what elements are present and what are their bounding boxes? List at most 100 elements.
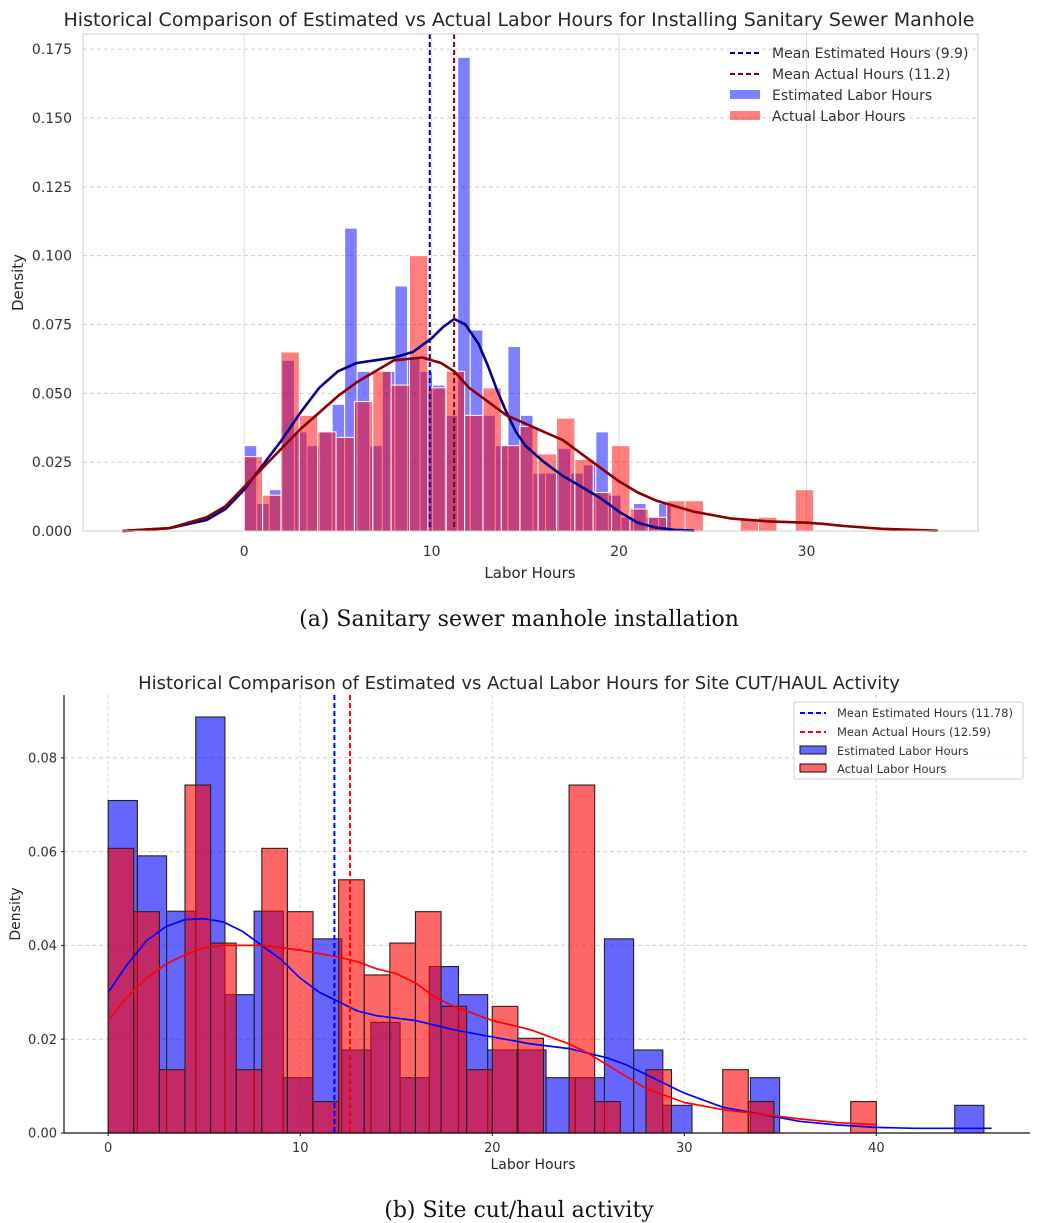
figure-caption: (b) Site cut/haul activity (384, 1198, 654, 1223)
x-tick-label: 10 (292, 1141, 309, 1156)
legend-label: Actual Labor Hours (772, 109, 905, 125)
legend-label: Mean Estimated Hours (9.9) (772, 46, 968, 62)
legend-item: Mean Actual Hours (11.2) (730, 67, 950, 83)
estimated-kde-line (107, 917, 992, 1130)
plot-frame (82, 33, 979, 532)
actual-bar (568, 784, 596, 1134)
legend-item: Actual Labor Hours (730, 109, 905, 125)
y-tick-label: 0.075 (32, 318, 72, 334)
actual-bar (611, 445, 631, 532)
y-tick-label: 0.125 (32, 180, 72, 196)
actual-bar (184, 784, 212, 1134)
estimated-bar (603, 938, 635, 1134)
actual-bar (464, 414, 484, 532)
actual-bar (500, 445, 521, 532)
legend-item: Mean Actual Hours (12.59) (800, 725, 991, 739)
actual-bar (353, 401, 374, 532)
y-axis-label: Density (8, 887, 24, 940)
x-tick-label: 10 (423, 544, 441, 560)
actual-bar (372, 370, 392, 532)
y-tick-label: 0.000 (32, 524, 72, 540)
actual-bar (794, 489, 815, 532)
actual-bar (389, 942, 416, 1134)
legend-label: Mean Actual Hours (12.59) (837, 725, 991, 739)
x-axis-label: Labor Hours (490, 1157, 575, 1173)
legend-actual-bars-swatch (730, 111, 760, 120)
actual-kde-line (122, 356, 938, 533)
y-tick-label: 0.050 (32, 386, 72, 402)
legend-label: Mean Estimated Hours (11.78) (837, 706, 1013, 720)
actual-bar (409, 255, 429, 532)
legend-label: Mean Actual Hours (11.2) (772, 67, 950, 83)
legend-item: Mean Estimated Hours (9.9) (730, 46, 968, 62)
x-tick-label: 0 (104, 1141, 112, 1156)
legend-label: Actual Labor Hours (837, 762, 947, 776)
actual-bar (414, 911, 442, 1134)
actual-bar (645, 1069, 673, 1134)
legend-item: Actual Labor Hours (799, 762, 947, 776)
actual-bar (466, 1069, 493, 1134)
chart-title: Historical Comparison of Estimated vs Ac… (138, 673, 900, 694)
actual-bar (574, 458, 594, 532)
actual-bar (517, 1037, 545, 1134)
legend-label: Estimated Labor Hours (772, 88, 932, 104)
actual-bar (758, 516, 778, 532)
actual-bar (335, 436, 355, 532)
x-tick-label: 30 (676, 1141, 693, 1156)
actual-bar (210, 942, 237, 1134)
actual-bar (390, 384, 411, 532)
x-tick-label: 20 (484, 1141, 501, 1156)
actual-bar (440, 1005, 468, 1134)
actual-bar (286, 911, 314, 1134)
actual-bar (445, 370, 466, 532)
y-tick-label: 0.06 (28, 845, 57, 860)
legend-box (793, 701, 1024, 780)
estimated-kde-line (122, 317, 695, 533)
y-tick-label: 0.100 (32, 249, 72, 265)
x-tick-label: 20 (610, 544, 628, 560)
y-axis-label: Density (9, 254, 27, 311)
actual-bar (107, 847, 135, 1134)
actual-kde-line (107, 944, 877, 1126)
actual-bar (338, 879, 365, 1134)
x-tick-label: 40 (868, 1141, 885, 1156)
actual-bar (747, 1101, 775, 1134)
actual-bar (262, 494, 282, 532)
actual-bar (491, 1005, 519, 1134)
actual-bar (317, 431, 337, 532)
chart-title: Historical Comparison of Estimated vs Ac… (64, 9, 975, 31)
actual-bar (298, 414, 319, 532)
actual-bar (850, 1101, 877, 1134)
actual-bar (133, 911, 160, 1134)
legend: Mean Estimated Hours (11.78) Mean Actual … (793, 701, 1024, 780)
legend-estimated-bars-swatch (730, 90, 760, 99)
actual-bar (363, 974, 391, 1134)
chart-b-site-cut-haul: Historical Comparison of Estimated vs Ac… (8, 673, 1030, 1223)
y-tick-label: 0.08 (28, 752, 57, 767)
legend-item: Mean Estimated Hours (11.78) (800, 706, 1013, 720)
y-tick-label: 0.02 (28, 1033, 57, 1048)
actual-bar (594, 1101, 621, 1134)
actual-bar (235, 1069, 263, 1134)
legend-actual-bars-swatch (799, 763, 827, 773)
y-tick-label: 0.04 (28, 939, 57, 954)
y-tick-label: 0.025 (32, 455, 72, 471)
legend-item: Estimated Labor Hours (799, 744, 969, 758)
x-axis-label: Labor Hours (484, 564, 575, 582)
actual-bars (107, 784, 877, 1134)
y-tick-label: 0.175 (32, 42, 72, 58)
legend-item: Estimated Labor Hours (730, 88, 932, 104)
actual-bar (158, 1069, 186, 1134)
x-tick-label: 30 (798, 544, 816, 560)
chart-a-sanitary-sewer-manhole: Historical Comparison of Estimated vs Ac… (9, 9, 979, 632)
actual-bar (722, 1069, 749, 1134)
legend: Mean Estimated Hours (9.9) Mean Actual Ho… (730, 46, 968, 125)
figure-caption: (a) Sanitary sewer manhole installation (299, 607, 739, 632)
x-tick-label: 0 (240, 544, 249, 560)
y-tick-label: 0.150 (32, 111, 72, 127)
actual-bar (684, 500, 704, 532)
legend-estimated-bars-swatch (799, 745, 827, 755)
actual-bar (261, 847, 288, 1134)
y-tick-label: 0.00 (28, 1127, 57, 1142)
